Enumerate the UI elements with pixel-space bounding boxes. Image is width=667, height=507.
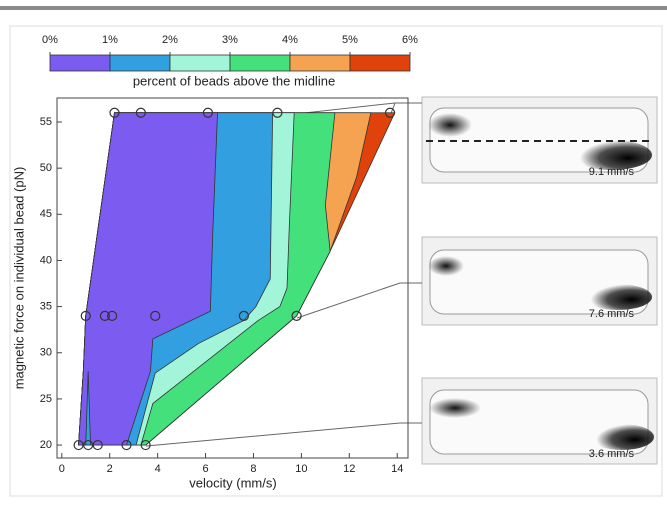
colorbar-swatch: [349, 54, 411, 72]
data-point: [92, 439, 103, 451]
x-tick-label: 6: [202, 463, 208, 475]
colorbar-swatch: [49, 54, 111, 72]
colorbar-tick-label: 2%: [162, 34, 178, 46]
x-tick-label: 12: [343, 463, 355, 475]
colorbar-tick-label: 1%: [102, 34, 118, 46]
colorbar-swatch: [169, 54, 231, 72]
x-tick-label: 2: [107, 463, 113, 475]
y-tick-label: 40: [40, 254, 52, 266]
data-point: [135, 107, 146, 118]
image-panels: [421, 96, 658, 465]
connectors: [145, 102, 422, 447]
y-tick-label: 50: [40, 162, 52, 174]
colorbar-tick-label: 6%: [402, 34, 418, 46]
y-tick-label: 25: [40, 393, 52, 405]
y-tick-label: 20: [40, 439, 52, 451]
x-tick-label: 4: [155, 463, 161, 475]
data-point: [80, 310, 91, 321]
colorbar-tick-label: 3%: [222, 34, 238, 46]
data-point: [202, 107, 214, 118]
data-point: [272, 107, 283, 118]
colorbar-tick-label: 4%: [282, 34, 298, 46]
contour-region: [85, 371, 91, 446]
data-point: [109, 107, 120, 118]
contour-region: [78, 112, 218, 446]
plot-frame: [56, 97, 409, 459]
data-point: [121, 439, 132, 451]
x-tick-label: 14: [391, 463, 403, 475]
panel-label: 9.1 mm/s: [589, 166, 635, 178]
data-point: [99, 310, 111, 321]
colorbar-tick-label: 0%: [42, 34, 58, 46]
frame: [9, 25, 663, 497]
y-tick-label: 30: [40, 347, 52, 359]
y-axis-label: magnetic force on individual bead (pN): [11, 167, 26, 390]
colorbar-swatch: [109, 54, 171, 72]
panel-label: 7.6 mm/s: [589, 308, 635, 320]
colorbar-tick-label: 5%: [342, 34, 358, 46]
data-point: [238, 310, 249, 321]
data-point: [384, 107, 396, 118]
data-point: [150, 310, 161, 321]
x-tick-label: 10: [295, 463, 307, 475]
colorbar-swatch: [229, 54, 291, 72]
top-rule: [0, 6, 667, 10]
data-point: [291, 310, 302, 321]
data-point: [107, 310, 118, 321]
x-tick-label: 0: [59, 463, 65, 475]
data-point: [140, 439, 151, 451]
y-tick-label: 45: [40, 208, 52, 220]
y-tick-label: 35: [40, 301, 52, 313]
panel: [421, 236, 658, 326]
y-tick-label: 55: [40, 116, 52, 128]
x-tick-label: 8: [250, 463, 256, 475]
colorbar-label: percent of beads above the midline: [133, 73, 335, 88]
panel-label: 3.6 mm/s: [589, 448, 635, 460]
colorbar-swatch: [289, 54, 351, 72]
panel: [421, 96, 658, 184]
x-axis-label: velocity (mm/s): [189, 475, 276, 490]
panel: [421, 377, 658, 465]
